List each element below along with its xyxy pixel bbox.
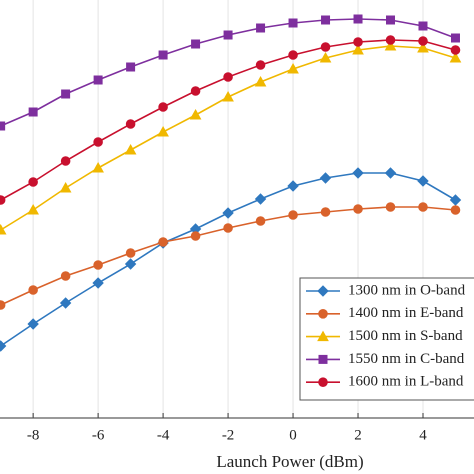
marker bbox=[319, 172, 332, 184]
marker bbox=[384, 39, 397, 51]
legend-box bbox=[299, 277, 474, 401]
marker bbox=[191, 39, 201, 49]
marker bbox=[190, 86, 201, 96]
legend-label: 1600 nm in L-band bbox=[348, 374, 464, 390]
marker bbox=[223, 30, 233, 40]
marker bbox=[353, 204, 363, 214]
x-tick-label: 0 bbox=[289, 427, 297, 443]
legend-label: 1300 nm in O-band bbox=[348, 282, 466, 298]
marker bbox=[126, 62, 136, 72]
marker bbox=[158, 237, 168, 247]
marker bbox=[0, 300, 6, 310]
marker bbox=[60, 271, 71, 281]
marker bbox=[450, 45, 461, 55]
marker bbox=[352, 167, 364, 179]
marker bbox=[450, 205, 461, 215]
marker bbox=[450, 33, 460, 43]
marker bbox=[319, 51, 332, 63]
marker bbox=[417, 175, 429, 187]
x-tick-label: 2 bbox=[354, 427, 362, 443]
marker bbox=[92, 277, 104, 289]
marker bbox=[449, 194, 462, 206]
x-tick-label: 4 bbox=[419, 427, 427, 443]
marker bbox=[318, 377, 328, 388]
marker bbox=[0, 340, 7, 352]
marker bbox=[222, 207, 234, 219]
marker bbox=[59, 181, 72, 193]
marker bbox=[318, 354, 328, 364]
marker bbox=[125, 248, 136, 258]
marker bbox=[288, 18, 298, 28]
marker bbox=[288, 50, 298, 60]
marker bbox=[317, 330, 329, 342]
marker bbox=[320, 207, 331, 217]
legend-label: 1550 nm in C-band bbox=[348, 351, 465, 367]
marker bbox=[27, 318, 39, 330]
marker bbox=[287, 180, 299, 192]
marker bbox=[418, 21, 428, 31]
marker bbox=[28, 177, 38, 187]
marker bbox=[92, 161, 104, 173]
x-tick-label: -8 bbox=[27, 427, 40, 443]
marker bbox=[417, 41, 429, 53]
marker bbox=[384, 167, 397, 179]
marker bbox=[93, 137, 103, 147]
marker bbox=[255, 60, 266, 70]
marker bbox=[0, 121, 6, 131]
marker bbox=[255, 216, 266, 226]
marker bbox=[189, 108, 202, 120]
marker bbox=[321, 15, 331, 25]
marker bbox=[158, 50, 168, 60]
marker bbox=[318, 309, 328, 319]
marker bbox=[28, 285, 38, 295]
marker bbox=[254, 193, 267, 205]
marker bbox=[288, 210, 298, 220]
marker bbox=[60, 156, 71, 166]
marker bbox=[418, 36, 428, 46]
marker bbox=[418, 202, 428, 212]
marker bbox=[353, 37, 363, 47]
marker bbox=[256, 23, 266, 33]
marker bbox=[353, 14, 363, 24]
marker bbox=[157, 125, 169, 137]
marker bbox=[124, 143, 137, 155]
x-tick-label: -4 bbox=[157, 427, 170, 443]
x-tick-label: -2 bbox=[222, 427, 235, 443]
marker bbox=[124, 258, 137, 270]
marker bbox=[386, 15, 396, 25]
marker bbox=[93, 260, 103, 270]
marker bbox=[449, 51, 462, 63]
marker bbox=[320, 42, 331, 52]
marker bbox=[0, 223, 7, 235]
marker bbox=[59, 297, 72, 309]
legend-label: 1400 nm in E-band bbox=[348, 305, 464, 321]
marker bbox=[27, 203, 39, 215]
x-tick-label: -6 bbox=[92, 427, 105, 443]
marker bbox=[158, 102, 168, 112]
marker bbox=[61, 89, 71, 99]
marker bbox=[287, 62, 299, 74]
marker bbox=[223, 223, 233, 233]
x-axis-label: Launch Power (dBm) bbox=[216, 452, 363, 471]
marker bbox=[317, 285, 329, 297]
marker bbox=[190, 231, 201, 241]
legend-label: 1500 nm in S-band bbox=[348, 328, 463, 344]
marker bbox=[385, 202, 396, 212]
marker bbox=[28, 107, 38, 117]
marker bbox=[0, 195, 6, 205]
marker bbox=[93, 75, 103, 85]
marker bbox=[125, 119, 136, 129]
marker bbox=[222, 90, 234, 102]
marker bbox=[385, 35, 396, 45]
marker bbox=[254, 75, 267, 87]
marker bbox=[223, 72, 233, 82]
marker bbox=[352, 43, 364, 55]
